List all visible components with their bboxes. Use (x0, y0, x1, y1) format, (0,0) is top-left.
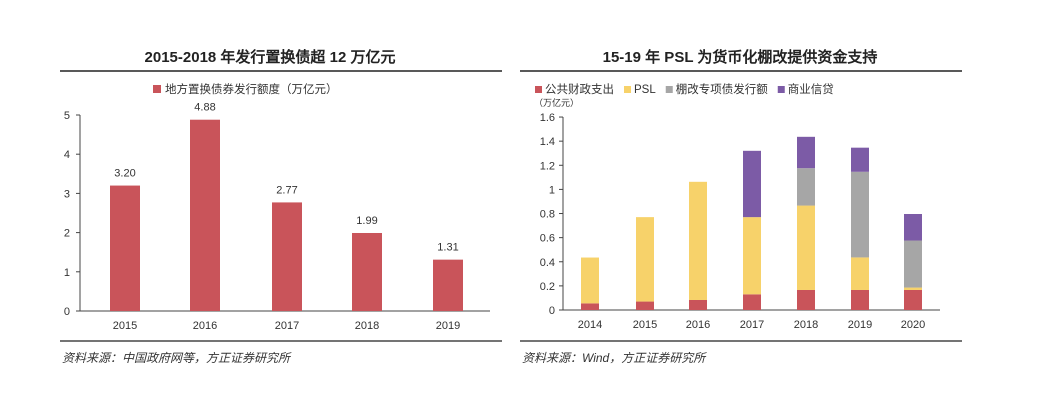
bar-2018 (352, 232, 382, 311)
bar-2018-series-3 (797, 136, 815, 169)
y-tick-label: 0.6 (540, 233, 555, 245)
y-tick-label: 0 (64, 306, 70, 318)
legend-swatch (665, 86, 673, 93)
legend-swatch (535, 86, 542, 93)
y-tick-label: 2 (64, 228, 70, 240)
y-tick-label: 5 (64, 110, 70, 122)
x-tick-label: 2016 (686, 319, 710, 331)
x-tick-label: 2017 (275, 320, 299, 332)
bar-2017-series-3 (743, 150, 761, 218)
left-chart: 2015-2018 年发行置换债超 12 万亿元 地方置换债券发行额度（万亿元）… (60, 48, 502, 365)
bar-2017-series-1 (743, 217, 761, 295)
source-note: 资料来源：中国政府网等，方正证券研究所 (62, 351, 292, 365)
x-tick-label: 2015 (113, 320, 137, 332)
x-tick-label: 2016 (193, 320, 217, 332)
bar-2015-series-0 (636, 301, 654, 310)
y-tick-label: 4 (64, 149, 70, 161)
y-tick-label: 1.4 (540, 136, 555, 148)
bar-2017 (272, 202, 302, 311)
bar-2015 (110, 185, 140, 311)
x-tick-label: 2015 (633, 319, 657, 331)
y-tick-label: 1.6 (540, 112, 555, 124)
y-tick-label: 0 (549, 305, 555, 317)
bar-2019-series-2 (851, 171, 869, 258)
value-label: 1.31 (437, 242, 458, 254)
x-tick-label: 2018 (794, 319, 818, 331)
x-tick-label: 2019 (436, 320, 460, 332)
y-tick-label: 0.4 (540, 257, 555, 269)
bar-2020-series-1 (904, 287, 922, 290)
bar-2018-series-0 (797, 289, 815, 310)
value-label: 2.77 (276, 184, 297, 196)
bar-2014-series-1 (581, 257, 599, 304)
bar-2019-series-3 (851, 147, 869, 172)
bar-2020-series-2 (904, 240, 922, 288)
y-tick-label: 1 (549, 184, 555, 196)
y-tick-label: 1 (64, 267, 70, 279)
bar-2020-series-3 (904, 214, 922, 241)
bar-2015-series-1 (636, 217, 654, 302)
bar-2016-series-1 (689, 181, 707, 300)
bar-2017-series-0 (743, 294, 761, 310)
x-tick-label: 2014 (578, 319, 602, 331)
x-tick-label: 2017 (740, 319, 764, 331)
bar-2019 (433, 259, 463, 311)
y-tick-label: 1.2 (540, 160, 555, 172)
bar-2019-series-1 (851, 257, 869, 290)
x-tick-label: 2019 (848, 319, 872, 331)
legend-label: 公共财政支出 (545, 82, 614, 96)
bar-2014-series-0 (581, 303, 599, 310)
left-chart-title: 2015-2018 年发行置换债超 12 万亿元 (145, 48, 396, 66)
x-tick-label: 2018 (355, 320, 379, 332)
legend-swatch (624, 86, 631, 93)
bar-2016-series-0 (689, 299, 707, 310)
y-tick-label: 0.8 (540, 209, 555, 221)
bar-2018-series-2 (797, 168, 815, 206)
bar-2020-series-0 (904, 289, 922, 310)
right-chart-title: 15-19 年 PSL 为货币化棚改提供资金支持 (603, 48, 878, 66)
bar-2018-series-1 (797, 205, 815, 290)
legend-swatch (777, 86, 785, 93)
value-label: 3.20 (114, 168, 135, 180)
legend-label: 棚改专项债发行额 (676, 82, 768, 96)
legend-label: PSL (634, 84, 656, 96)
y-tick-label: 0.2 (540, 281, 555, 293)
legend-swatch (153, 85, 161, 93)
value-label: 1.99 (356, 215, 377, 227)
value-label: 4.88 (194, 102, 215, 114)
legend-label: 商业信贷 (788, 82, 834, 96)
source-note: 资料来源：Wind，方正证券研究所 (522, 351, 707, 365)
bar-2019-series-0 (851, 289, 869, 310)
right-chart: 15-19 年 PSL 为货币化棚改提供资金支持 （万亿元） 资料来源：Wind… (520, 48, 962, 365)
x-tick-label: 2020 (901, 319, 925, 331)
legend-label: 地方置换债券发行额度（万亿元） (165, 82, 338, 96)
y-tick-label: 3 (64, 188, 70, 200)
y-unit-label: （万亿元） (534, 97, 579, 108)
bar-2016 (190, 119, 220, 311)
